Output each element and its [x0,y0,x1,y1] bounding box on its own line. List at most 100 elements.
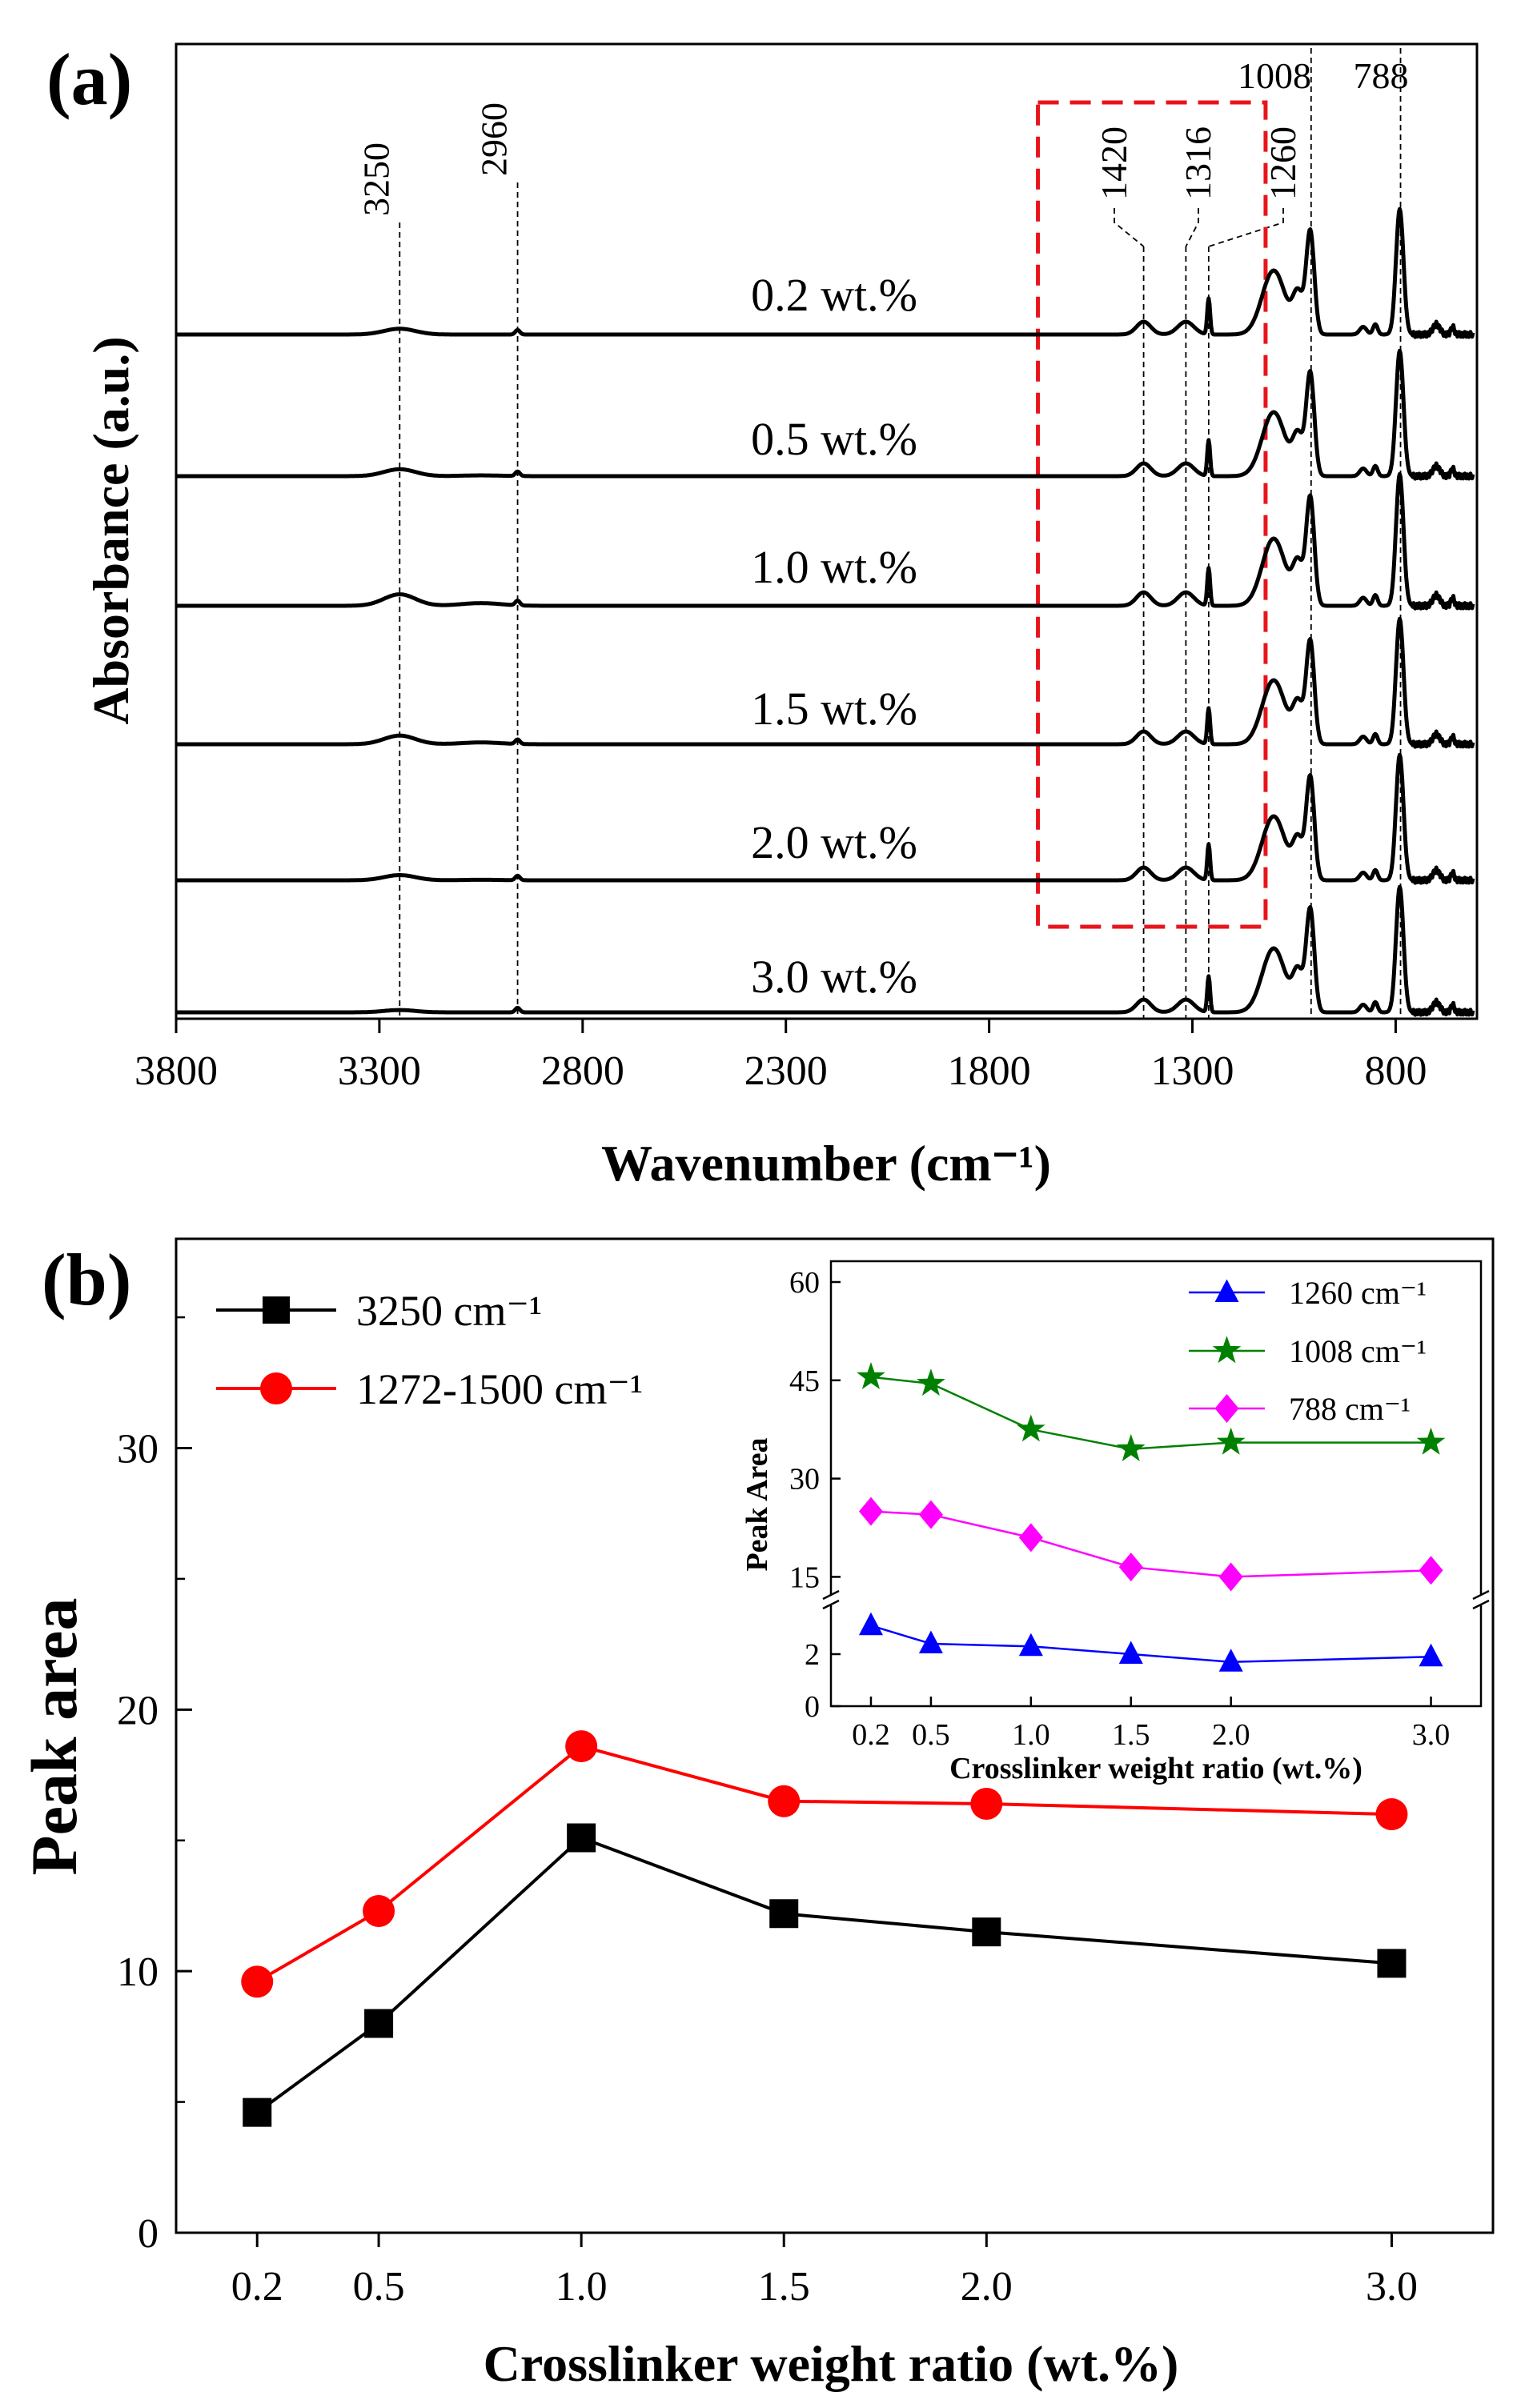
x-tick-label: 1.5 [758,2264,810,2310]
x-tick-label: 3.0 [1366,2264,1418,2310]
x-axis-ticks: 0.2 0.5 1.0 1.5 2.0 3.0 [231,2233,1418,2310]
x-axis-title: Wavenumber (cm⁻¹) [601,1135,1051,1192]
inset-x-tick-label: 1.0 [1012,1718,1050,1752]
x-tick-label: 1300 [1151,1048,1234,1094]
x-tick-label: 1800 [948,1048,1031,1094]
legend-label-3250: 3250 cm⁻¹ [356,1287,542,1335]
inset-x-ticks: 0.2 0.5 1.0 1.5 2.0 3.0 [852,1697,1450,1752]
inset-y-tick-label: 0 [805,1690,820,1724]
panel-a-label: (a) [46,38,132,120]
inset-data-point [1017,1414,1045,1442]
axis-break-gap [1473,1595,1489,1605]
peak-label-1260: 1260 [1262,126,1303,200]
axis-break-slash [1472,1589,1490,1601]
inset-y-tick-label: 2 [805,1638,820,1672]
y-axis-title: Absorbance (a.u.) [82,336,139,724]
y-tick-label: 30 [117,1426,159,1472]
inset-data-point [1419,1643,1443,1667]
data-point [567,1823,596,1853]
inset-x-tick-label: 1.5 [1112,1718,1150,1752]
axis-break-mark [822,1589,1490,1610]
inset-x-tick-label: 0.5 [912,1718,950,1752]
inset-x-tick-label: 0.2 [852,1718,890,1752]
y-tick-label: 0 [138,2211,159,2257]
series-label: 1.0 wt.% [751,541,917,593]
panel-b-label: (b) [42,1239,131,1320]
series-label: 2.0 wt.% [751,816,917,868]
y-tick-label: 10 [117,1949,159,1995]
inset-data-point [918,1630,943,1653]
inset-series-line [870,1376,1431,1451]
data-point [970,1787,1003,1820]
peak-label-1420: 1420 [1094,126,1134,200]
data-point [1375,1798,1408,1831]
y-axis-title: Peak area [18,1598,90,1876]
axis-break-slash [822,1599,840,1610]
data-point [768,1785,801,1817]
inset-legend-label: 788 cm⁻¹ [1289,1391,1411,1427]
inset-y-tick-label: 15 [789,1561,820,1594]
data-point [1377,1949,1407,1978]
data-point [363,1894,395,1927]
series-labels: 0.2 wt.% 0.5 wt.% 1.0 wt.% 1.5 wt.% 2.0 wt.%… [751,269,917,1003]
peak-labels: 3250 2960 1420 1316 1260 1008 788 [355,55,1408,216]
peak-connector-line [1185,208,1199,247]
y-axis-ticks: 0 10 20 30 [117,1316,192,2257]
peak-connector-line [1114,208,1145,247]
inset-data-point [1118,1641,1143,1664]
x-tick-label: 2.0 [961,2264,1013,2310]
legend-marker-circle [260,1372,292,1404]
series-line [256,1836,1392,2114]
inset-legend-marker [1214,1394,1239,1423]
inset-y-ticks: 0 2 15 30 45 60 [789,1266,841,1724]
spectrum-curve [175,206,1475,339]
peak-label-1008: 1008 [1238,55,1311,96]
series-lines [241,1730,1408,2127]
legend-marker-square [263,1296,290,1324]
data-point [241,1965,274,1998]
spectrum-curve [175,616,1475,749]
spectrum-curve [175,752,1475,885]
legend: 3250 cm⁻¹ 1272-1500 cm⁻¹ [216,1287,643,1413]
inset-data-point [1218,1562,1243,1592]
inset-data-point [1116,1434,1146,1461]
axis-break-slash [1472,1599,1490,1610]
inset-x-tick-label: 2.0 [1212,1718,1250,1752]
inset-series-line [870,1625,1431,1664]
legend-label-1272-1500: 1272-1500 cm⁻¹ [356,1365,643,1413]
x-tick-label: 1.0 [556,2264,608,2310]
x-axis-title: Crosslinker weight ratio (wt.%) [484,2335,1179,2392]
peak-label-2960: 2960 [474,102,515,176]
data-point [243,2097,272,2127]
inset-data-point [1018,1633,1043,1657]
inset-data-point [1216,1427,1246,1455]
inset-data-point [1018,1523,1043,1553]
axis-break-gap [823,1595,839,1605]
spectrum-curve [175,884,1475,1017]
inset-series-lines [857,1362,1446,1672]
x-tick-label: 0.2 [231,2264,283,2310]
inset-data-point [917,1368,945,1396]
peak-label-3250: 3250 [355,142,396,216]
x-axis-ticks: 3800 3300 2800 2300 1800 1300 800 [134,1019,1427,1094]
x-tick-label: 2800 [541,1048,624,1094]
panel-a-spectra: (a) 3250 2960 1420 1316 1260 1008 788 0.2 wt.%… [46,38,1479,1192]
inset-legend-marker [1214,1279,1239,1302]
inset-y-tick-label: 30 [789,1463,820,1496]
data-point [565,1730,598,1763]
peak-connector-line [1208,208,1284,247]
inset-x-axis-title: Crosslinker weight ratio (wt.%) [949,1752,1362,1785]
panel-b-plot-frame [175,1237,1495,2234]
inset-data-point [858,1496,883,1526]
series-label: 0.5 wt.% [751,413,917,465]
inset-data-point [1118,1553,1143,1582]
inset-data-point [1218,1649,1243,1672]
series-line [256,1744,1392,1983]
peak-label-1316: 1316 [1178,126,1218,200]
inset-legend-label: 1008 cm⁻¹ [1289,1333,1427,1369]
x-tick-label: 0.5 [353,2264,405,2310]
inset-x-tick-label: 3.0 [1412,1718,1451,1752]
inset-legend: 1260 cm⁻¹ 1008 cm⁻¹ 788 cm⁻¹ [1189,1275,1427,1427]
x-tick-label: 2300 [744,1048,828,1094]
